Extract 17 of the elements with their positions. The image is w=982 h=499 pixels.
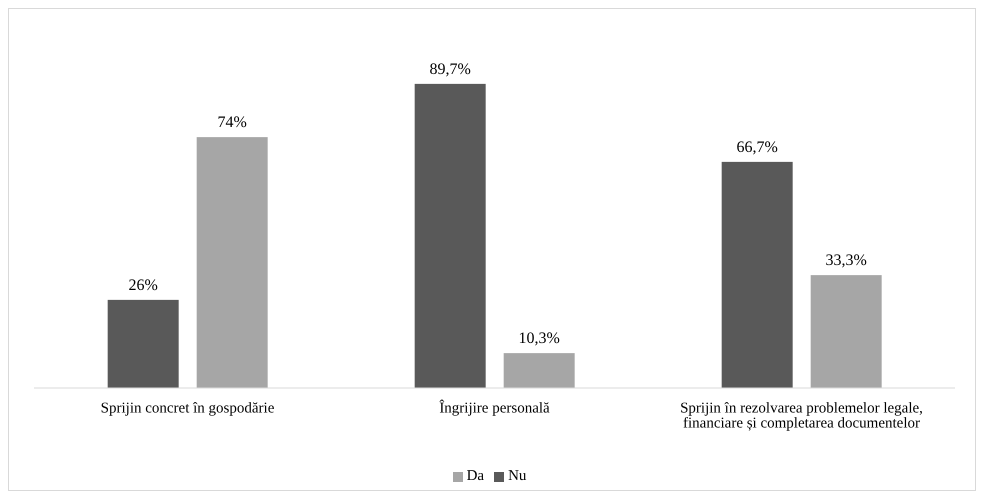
data-label: 10,3% <box>518 330 560 348</box>
x-tick-label: Sprijin concret în gospodărie <box>100 400 275 417</box>
legend-label: Da <box>466 468 484 484</box>
legend-label: Nu <box>508 468 526 484</box>
bar <box>722 162 793 388</box>
bar <box>810 275 882 388</box>
x-tick-label: Sprijin în rezolvarea problemelor legale, financiare și completarea documentelor <box>680 400 923 432</box>
data-label: 74% <box>218 114 247 132</box>
data-label: 33,3% <box>826 252 867 270</box>
data-label: 66,7% <box>736 138 778 156</box>
bar <box>504 353 575 388</box>
bar <box>414 84 486 388</box>
x-tick-label: Îngrijire personală <box>439 400 550 417</box>
bar <box>108 300 179 388</box>
bar <box>196 137 268 388</box>
data-label: 89,7% <box>430 60 471 78</box>
data-label: 26% <box>128 276 158 294</box>
